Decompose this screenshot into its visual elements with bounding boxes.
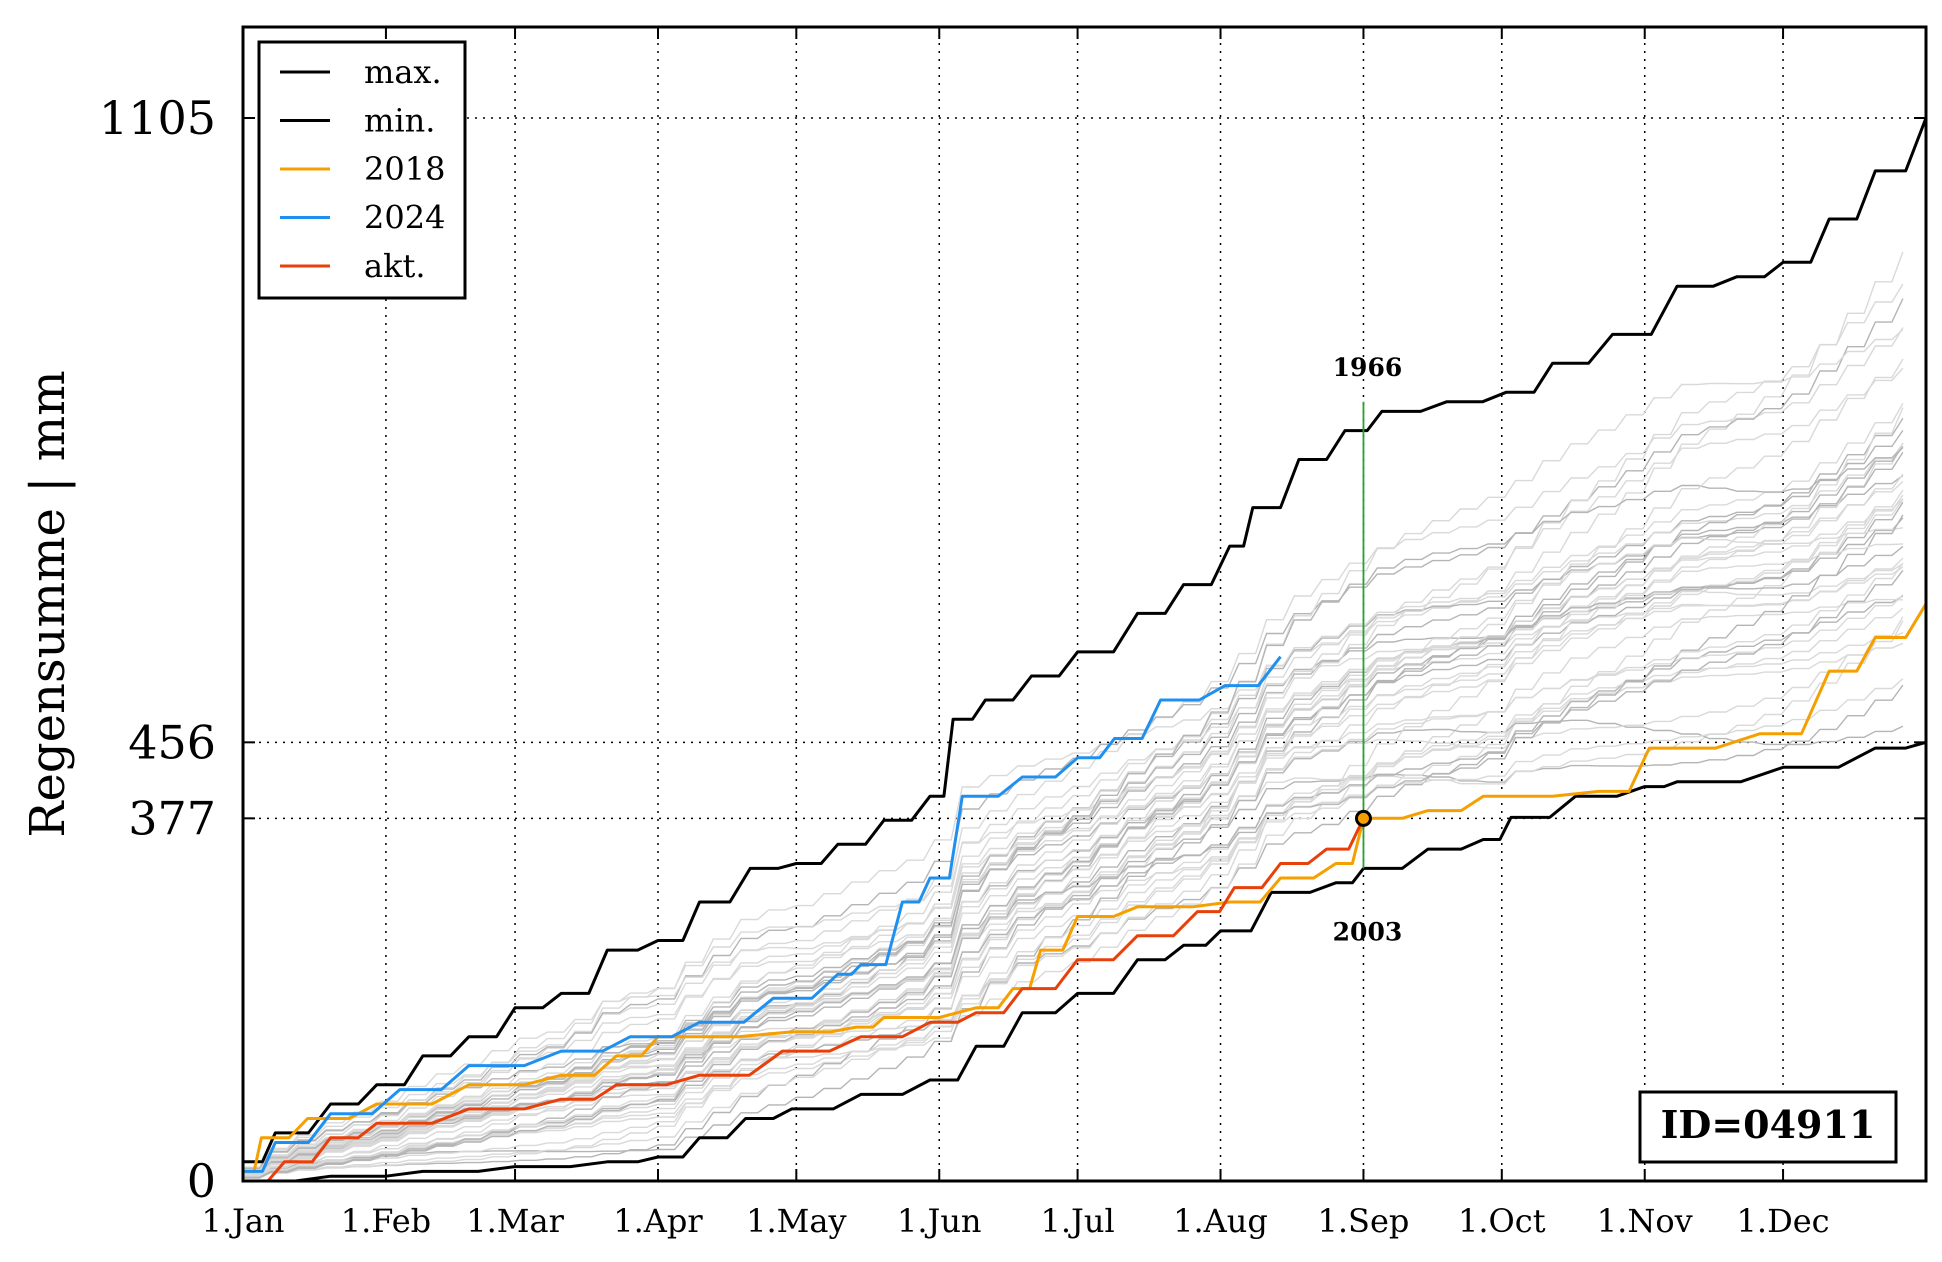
annotation-label: 1966 xyxy=(1333,353,1403,382)
background-year-line xyxy=(243,527,1904,1173)
background-year-line xyxy=(243,329,1904,1168)
legend-label: 2024 xyxy=(364,199,445,237)
x-tick-label: 1.Jan xyxy=(201,1202,284,1240)
series-line-max xyxy=(243,117,1928,1164)
y-tick-label: 0 xyxy=(187,1154,216,1208)
background-year-line xyxy=(243,545,1904,1173)
axis-ticks: 1.Jan 1.Feb 1.Mar 1.Apr 1.May 1.Jun 1.Jul 1.Aug… xyxy=(99,27,1926,1240)
background-year-line xyxy=(243,598,1903,1178)
x-tick-label: 1.May xyxy=(746,1202,846,1240)
background-year-line xyxy=(243,517,1904,1174)
background-year-line xyxy=(243,445,1904,1174)
legend: max. min. 2018 2024 akt. xyxy=(257,40,467,300)
legend-label: 2018 xyxy=(364,150,445,188)
x-tick-label: 1.Jun xyxy=(897,1202,982,1240)
x-tick-label: 1.Dec xyxy=(1737,1202,1830,1240)
background-year-line xyxy=(243,719,1904,1177)
legend-label: min. xyxy=(364,102,435,140)
background-year-line xyxy=(243,430,1904,1172)
x-tick-label: 1.Apr xyxy=(613,1202,703,1240)
current-value-marker xyxy=(1354,809,1372,827)
background-year-line xyxy=(243,327,1904,1169)
grid xyxy=(242,27,1926,1181)
background-year-line xyxy=(243,473,1904,1173)
x-tick-label: 1.Aug xyxy=(1173,1202,1268,1240)
background-year-line xyxy=(243,447,1904,1169)
series-lines xyxy=(243,117,1928,1183)
station-id-box: ID=04911 xyxy=(1638,1090,1898,1164)
annotation-label: 2003 xyxy=(1333,917,1403,946)
background-year-line xyxy=(243,562,1904,1176)
legend-label: akt. xyxy=(364,247,426,285)
x-tick-label: 1.Feb xyxy=(341,1202,431,1240)
y-tick-label: 377 xyxy=(128,791,216,845)
background-year-line xyxy=(243,358,1904,1174)
y-tick-label: 456 xyxy=(128,715,216,769)
series-line-akt xyxy=(243,817,1365,1183)
background-year-line xyxy=(243,474,1904,1174)
y-tick-label: 1105 xyxy=(99,91,216,145)
background-year-line xyxy=(243,684,1904,1179)
background-year-line xyxy=(243,367,1904,1171)
plot-frame xyxy=(241,25,1928,1183)
legend-label: max. xyxy=(364,53,442,91)
background-year-line xyxy=(243,543,1903,1177)
x-tick-label: 1.Nov xyxy=(1597,1202,1693,1240)
background-year-line xyxy=(243,283,1904,1172)
series-line-2018 xyxy=(243,603,1928,1173)
x-tick-label: 1.Mar xyxy=(466,1202,564,1240)
background-years xyxy=(243,251,1904,1179)
series-line-2024 xyxy=(243,655,1282,1173)
x-tick-label: 1.Jul xyxy=(1040,1202,1114,1240)
station-id-text: ID=04911 xyxy=(1661,1102,1876,1147)
annotations: 1966 2003 xyxy=(1333,353,1403,947)
background-year-line xyxy=(243,251,1904,1172)
x-tick-label: 1.Sep xyxy=(1318,1202,1410,1240)
series-line-min xyxy=(243,740,1927,1183)
x-tick-label: 1.Oct xyxy=(1458,1202,1546,1240)
background-year-line xyxy=(243,402,1904,1171)
background-year-line xyxy=(243,442,1904,1172)
background-year-line xyxy=(243,298,1904,1170)
background-year-line xyxy=(243,499,1904,1179)
background-year-line xyxy=(243,563,1904,1173)
background-year-line xyxy=(243,569,1904,1178)
background-year-line xyxy=(243,594,1904,1176)
y-axis-label: Regensumme | mm xyxy=(20,370,76,837)
